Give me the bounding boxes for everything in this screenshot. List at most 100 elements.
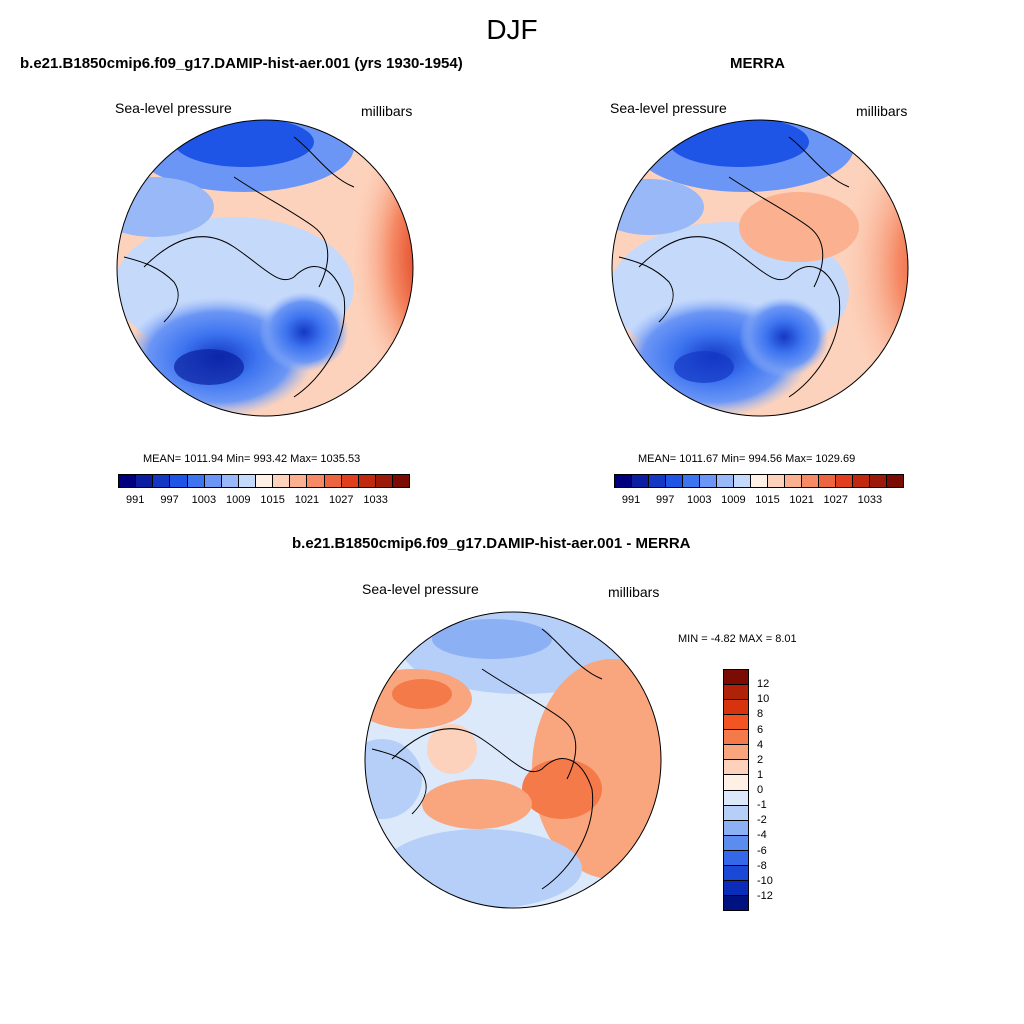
colorbar-tick-label: 1027 bbox=[329, 494, 354, 506]
colorbar-swatch bbox=[870, 475, 887, 487]
colorbar-swatch bbox=[724, 850, 748, 866]
panel1-polar-map bbox=[116, 119, 414, 417]
colorbar-swatch bbox=[615, 475, 632, 487]
colorbar-swatch bbox=[819, 475, 836, 487]
panel3-colorbar bbox=[723, 669, 749, 911]
colorbar-tick-label: 1015 bbox=[755, 494, 780, 506]
colorbar-tick-label: 6 bbox=[757, 723, 764, 736]
colorbar-swatch bbox=[170, 475, 188, 487]
colorbar-tick-label: 1033 bbox=[363, 494, 388, 506]
colorbar-swatch bbox=[887, 475, 903, 487]
colorbar-tick-label: 991 bbox=[125, 494, 145, 506]
colorbar-swatch bbox=[724, 700, 748, 716]
season-title: DJF bbox=[486, 14, 538, 45]
colorbar-swatch bbox=[724, 835, 748, 851]
colorbar-tick-label: -1 bbox=[757, 799, 767, 812]
colorbar-swatch bbox=[724, 775, 748, 791]
colorbar-swatch bbox=[724, 895, 748, 910]
colorbar-tick-label: 1 bbox=[757, 768, 764, 781]
colorbar-tick-label: 1027 bbox=[823, 494, 848, 506]
panel2-variable-label: Sea-level pressure bbox=[610, 100, 727, 116]
colorbar-tick-label: 1009 bbox=[225, 494, 251, 506]
colorbar-tick-label: 0 bbox=[757, 784, 764, 796]
colorbar-swatch bbox=[632, 475, 649, 487]
colorbar-swatch bbox=[724, 730, 748, 746]
colorbar-tick-label: -2 bbox=[757, 814, 767, 827]
colorbar-swatch bbox=[307, 475, 325, 487]
panel3-min-max: MIN = -4.82 MAX = 8.01 bbox=[678, 633, 797, 645]
panel3-variable-label: Sea-level pressure bbox=[362, 581, 479, 597]
colorbar-swatch bbox=[724, 670, 748, 686]
panel1-colorbar bbox=[118, 474, 410, 488]
colorbar-tick-label: 1003 bbox=[687, 494, 712, 506]
colorbar-swatch bbox=[724, 880, 748, 896]
colorbar-swatch bbox=[724, 745, 748, 761]
colorbar-swatch bbox=[724, 805, 748, 821]
colorbar-swatch bbox=[290, 475, 308, 487]
colorbar-swatch bbox=[256, 475, 274, 487]
colorbar-tick-label: -10 bbox=[757, 874, 773, 887]
colorbar-tick-label: 997 bbox=[160, 494, 179, 506]
colorbar-tick-label: 1003 bbox=[191, 494, 217, 506]
colorbar-swatch bbox=[683, 475, 700, 487]
colorbar-tick-label: 12 bbox=[757, 678, 770, 691]
panel2-stats: MEAN= 1011.67 Min= 994.56 Max= 1029.69 bbox=[638, 453, 856, 465]
colorbar-tick-label: -6 bbox=[757, 844, 767, 857]
colorbar-swatch bbox=[666, 475, 683, 487]
panel1-variable-label: Sea-level pressure bbox=[115, 100, 232, 116]
panel3-title: b.e21.B1850cmip6.f09_g17.DAMIP-hist-aer.… bbox=[292, 535, 691, 552]
panel1-stats: MEAN= 1011.94 Min= 993.42 Max= 1035.53 bbox=[143, 453, 361, 465]
colorbar-swatch bbox=[221, 475, 239, 487]
colorbar-swatch bbox=[853, 475, 870, 487]
colorbar-tick-label: 1033 bbox=[857, 494, 883, 506]
colorbar-tick-label: 10 bbox=[757, 693, 770, 706]
colorbar-swatch bbox=[724, 790, 748, 806]
colorbar-swatch bbox=[204, 475, 222, 487]
colorbar-tick-label: 4 bbox=[757, 738, 764, 751]
colorbar-tick-label: -4 bbox=[757, 829, 767, 842]
colorbar-tick-label: -12 bbox=[757, 889, 773, 902]
colorbar-swatch bbox=[153, 475, 171, 487]
colorbar-tick-label: 1021 bbox=[294, 494, 320, 506]
panel1-units-label: millibars bbox=[361, 103, 413, 119]
colorbar-swatch bbox=[324, 475, 342, 487]
colorbar-swatch bbox=[768, 475, 785, 487]
panel2-colorbar bbox=[614, 474, 904, 488]
colorbar-swatch bbox=[751, 475, 768, 487]
colorbar-swatch bbox=[187, 475, 205, 487]
colorbar-tick-label: 1009 bbox=[721, 494, 746, 506]
colorbar-swatch bbox=[802, 475, 819, 487]
colorbar-swatch bbox=[724, 760, 748, 776]
colorbar-tick-label: 1021 bbox=[789, 494, 814, 506]
colorbar-tick-label: 2 bbox=[757, 753, 764, 766]
colorbar-swatch bbox=[238, 475, 256, 487]
colorbar-swatch bbox=[724, 865, 748, 881]
colorbar-swatch bbox=[724, 820, 748, 836]
colorbar-swatch bbox=[358, 475, 376, 487]
panel1-title: b.e21.B1850cmip6.f09_g17.DAMIP-hist-aer.… bbox=[20, 55, 463, 72]
colorbar-swatch bbox=[136, 475, 154, 487]
colorbar-swatch bbox=[341, 475, 359, 487]
colorbar-swatch bbox=[273, 475, 291, 487]
colorbar-swatch bbox=[734, 475, 751, 487]
colorbar-swatch bbox=[717, 475, 734, 487]
panel2-polar-map bbox=[611, 119, 909, 417]
colorbar-swatch bbox=[785, 475, 802, 487]
colorbar-tick-label: 991 bbox=[621, 494, 641, 506]
colorbar-swatch bbox=[700, 475, 717, 487]
panel3-units-label: millibars bbox=[608, 584, 660, 600]
panel2-units-label: millibars bbox=[856, 103, 908, 119]
colorbar-tick-label: -8 bbox=[757, 859, 767, 872]
colorbar-tick-label: 8 bbox=[757, 708, 764, 721]
panel3-polar-map bbox=[364, 611, 662, 909]
colorbar-swatch bbox=[649, 475, 666, 487]
panel2-title: MERRA bbox=[730, 55, 785, 72]
colorbar-swatch bbox=[393, 475, 410, 487]
colorbar-tick-label: 997 bbox=[655, 494, 675, 506]
colorbar-tick-label: 1015 bbox=[260, 494, 285, 506]
colorbar-swatch bbox=[724, 685, 748, 701]
colorbar-swatch bbox=[836, 475, 853, 487]
colorbar-swatch bbox=[724, 715, 748, 731]
colorbar-swatch bbox=[375, 475, 393, 487]
colorbar-swatch bbox=[119, 475, 137, 487]
